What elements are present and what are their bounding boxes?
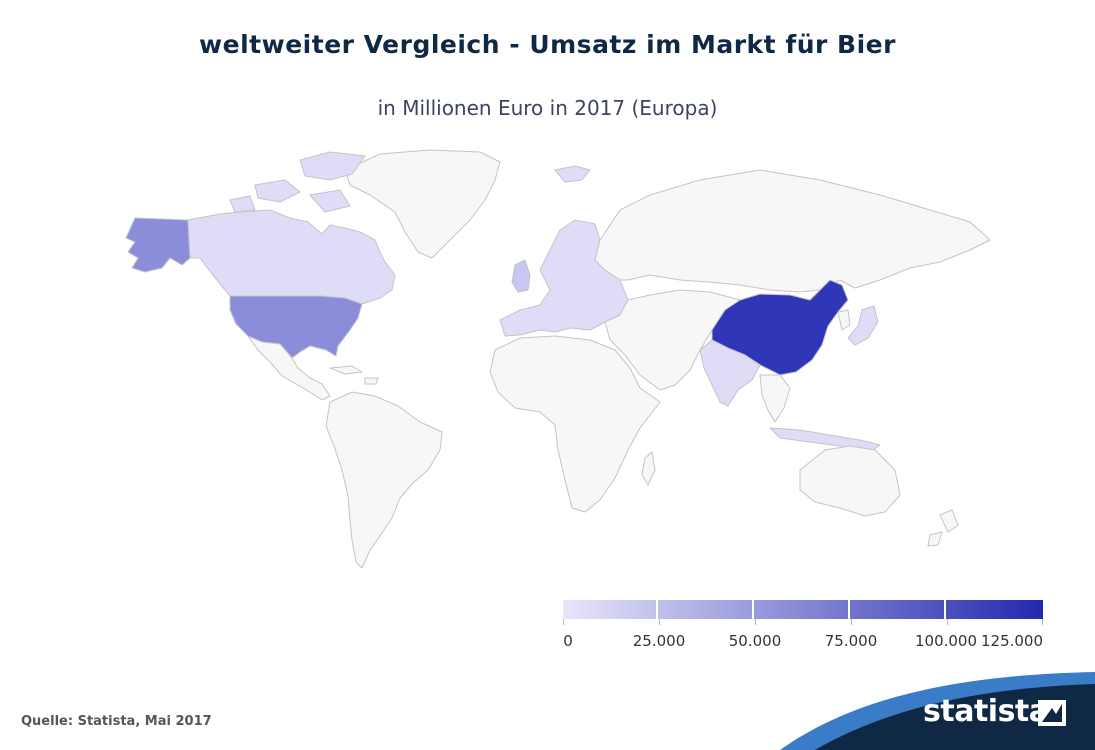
legend-label-100000: 100.000 xyxy=(914,632,978,650)
legend-tick xyxy=(755,619,756,625)
country-new-zealand[interactable] xyxy=(927,509,959,547)
legend-label-125000: 125.000 xyxy=(980,632,1044,650)
country-usa[interactable] xyxy=(229,295,363,359)
legend-label-75000: 75.000 xyxy=(824,632,878,650)
country-korea[interactable] xyxy=(837,309,851,331)
legend-label-50000: 50.000 xyxy=(728,632,782,650)
legend-separator xyxy=(848,600,850,619)
region-africa[interactable] xyxy=(489,335,661,513)
country-canada[interactable] xyxy=(187,209,396,305)
chart-subtitle: in Millionen Euro in 2017 (Europa) xyxy=(377,96,718,120)
statista-logo[interactable]: statista xyxy=(923,694,1049,729)
legend-tick xyxy=(851,619,852,625)
country-greenland[interactable] xyxy=(344,149,501,259)
source-note: Quelle: Statista, Mai 2017 xyxy=(21,714,212,729)
chart-title: weltweiter Vergleich - Umsatz im Markt f… xyxy=(199,30,896,59)
country-australia[interactable] xyxy=(799,445,901,517)
legend-separator xyxy=(944,600,946,619)
country-cuba[interactable] xyxy=(329,365,379,385)
country-iceland[interactable] xyxy=(554,165,591,183)
country-madagascar[interactable] xyxy=(641,451,656,486)
world-map xyxy=(125,149,991,569)
legend-separator xyxy=(656,600,658,619)
legend-label-25000: 25.000 xyxy=(632,632,686,650)
country-japan[interactable] xyxy=(847,305,879,346)
legend-tick xyxy=(947,619,948,625)
statista-logo-icon xyxy=(1038,700,1066,726)
region-southeast-asia[interactable] xyxy=(759,374,791,423)
legend-separator xyxy=(752,600,754,619)
country-south-america[interactable] xyxy=(325,391,443,569)
legend-label-0: 0 xyxy=(563,632,573,650)
color-legend xyxy=(563,600,1043,625)
country-canada-islands[interactable] xyxy=(229,151,366,213)
legend-tick xyxy=(659,619,660,625)
country-russia[interactable] xyxy=(594,169,991,293)
legend-tick xyxy=(1042,619,1043,625)
legend-tick xyxy=(563,619,564,625)
country-mexico[interactable] xyxy=(247,335,331,401)
country-uk[interactable] xyxy=(511,259,531,293)
legend-gradient xyxy=(563,600,1043,619)
